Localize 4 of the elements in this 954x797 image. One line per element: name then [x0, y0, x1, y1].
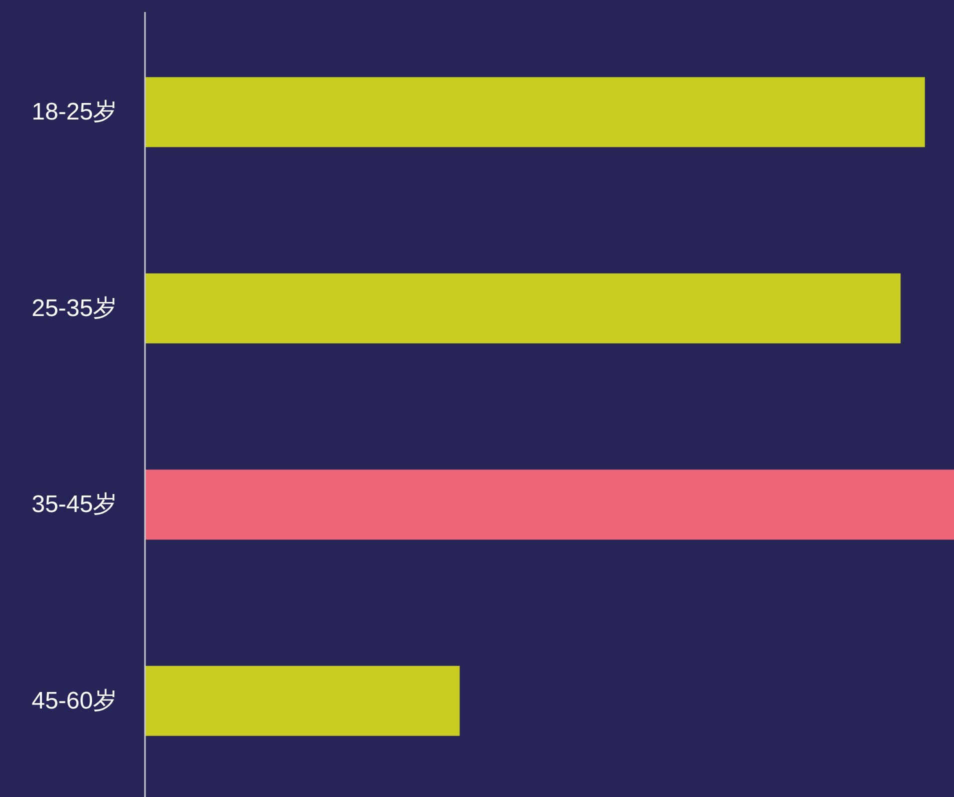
- y-tick-label: 35-45岁: [32, 491, 117, 518]
- y-tick-label: 18-25岁: [32, 98, 117, 126]
- y-tick-label: 25-35岁: [32, 294, 117, 322]
- y-tick-label: 45-60岁: [32, 687, 117, 714]
